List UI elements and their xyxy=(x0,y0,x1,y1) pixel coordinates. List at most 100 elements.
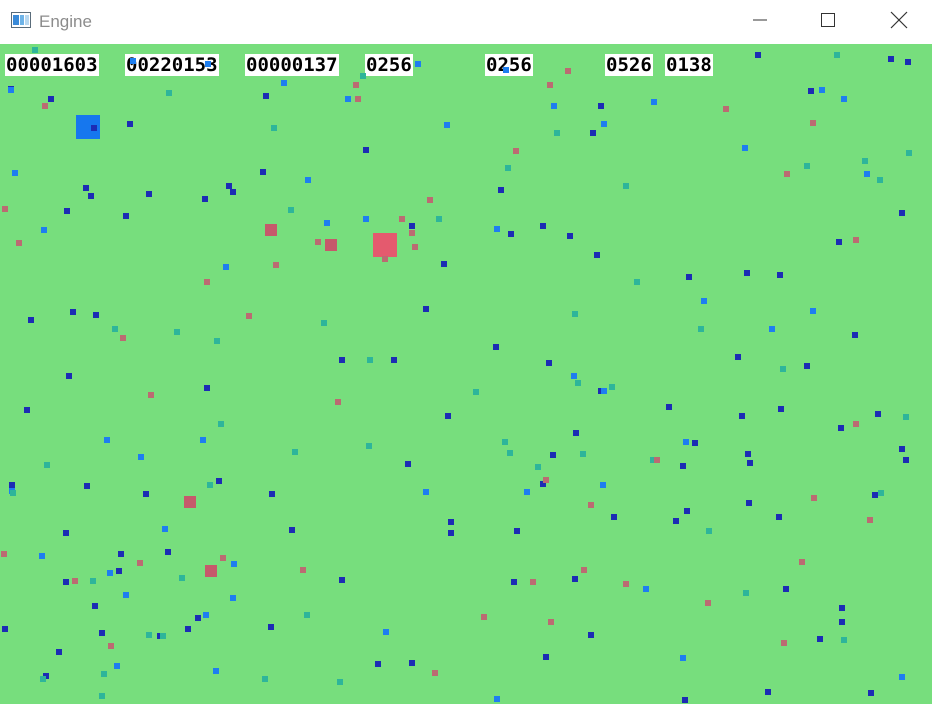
particle xyxy=(744,270,750,276)
particle xyxy=(862,158,868,164)
particle xyxy=(363,147,369,153)
particle xyxy=(588,502,594,508)
particle xyxy=(72,578,78,584)
particle xyxy=(101,671,107,677)
particle xyxy=(12,170,18,176)
particle xyxy=(10,490,16,496)
particle xyxy=(543,477,549,483)
particle xyxy=(888,56,894,62)
particle xyxy=(288,207,294,213)
particle xyxy=(502,439,508,445)
particle xyxy=(817,636,823,642)
particle xyxy=(680,655,686,661)
particle xyxy=(808,88,814,94)
particle xyxy=(200,437,206,443)
particle xyxy=(2,626,8,632)
particle xyxy=(742,145,748,151)
particle xyxy=(292,449,298,455)
particle xyxy=(735,354,741,360)
particle xyxy=(162,526,168,532)
hud-counter: 0256 xyxy=(485,54,533,76)
particle xyxy=(799,559,805,565)
particle xyxy=(99,693,105,699)
hud-counter: 00001603 xyxy=(5,54,99,76)
particle xyxy=(507,450,513,456)
particle xyxy=(575,380,581,386)
particle xyxy=(409,223,415,229)
particle xyxy=(548,619,554,625)
particle xyxy=(777,272,783,278)
particle xyxy=(207,482,213,488)
particle xyxy=(423,489,429,495)
particle xyxy=(84,483,90,489)
particle xyxy=(514,528,520,534)
particle xyxy=(864,171,870,177)
particle xyxy=(838,425,844,431)
particle xyxy=(138,454,144,460)
particle xyxy=(166,90,172,96)
particle xyxy=(684,508,690,514)
particle xyxy=(16,240,22,246)
maximize-icon xyxy=(820,12,836,33)
game-field[interactable]: 00001603 00220153 00000137 0256 0256 052… xyxy=(0,44,932,704)
particle xyxy=(839,619,845,625)
particle xyxy=(382,256,388,262)
particle xyxy=(572,311,578,317)
particle xyxy=(804,163,810,169)
particle xyxy=(481,614,487,620)
particle xyxy=(165,549,171,555)
particle xyxy=(246,313,252,319)
particle xyxy=(216,478,222,484)
particle xyxy=(391,357,397,363)
particle xyxy=(220,555,226,561)
particle xyxy=(91,125,97,131)
particle xyxy=(609,384,615,390)
particle xyxy=(701,298,707,304)
particle xyxy=(123,213,129,219)
particle xyxy=(543,654,549,660)
particle xyxy=(88,193,94,199)
minimize-button[interactable] xyxy=(725,0,795,44)
particle xyxy=(673,518,679,524)
enemy xyxy=(205,565,217,577)
particle xyxy=(540,223,546,229)
particle xyxy=(524,489,530,495)
particle xyxy=(780,366,786,372)
particle xyxy=(24,407,30,413)
maximize-button[interactable] xyxy=(793,0,863,44)
particle xyxy=(839,605,845,611)
particle xyxy=(588,632,594,638)
particle xyxy=(776,514,782,520)
particle xyxy=(423,306,429,312)
particle xyxy=(739,413,745,419)
hud-counter: 0138 xyxy=(665,54,713,76)
particle xyxy=(43,673,49,679)
particle xyxy=(547,82,553,88)
particle xyxy=(698,326,704,332)
particle xyxy=(445,413,451,419)
particle xyxy=(116,568,122,574)
particle xyxy=(64,208,70,214)
particle xyxy=(28,317,34,323)
particle xyxy=(680,463,686,469)
particle xyxy=(590,130,596,136)
particle xyxy=(903,457,909,463)
particle xyxy=(755,52,761,58)
particle xyxy=(304,612,310,618)
particle xyxy=(40,676,46,682)
particle xyxy=(903,414,909,420)
particle xyxy=(899,446,905,452)
particle xyxy=(160,633,166,639)
particle xyxy=(42,103,48,109)
particle xyxy=(83,185,89,191)
particle xyxy=(345,96,351,102)
particle xyxy=(339,577,345,583)
particle xyxy=(367,357,373,363)
particle xyxy=(44,462,50,468)
particle xyxy=(853,421,859,427)
particle xyxy=(705,600,711,606)
particle xyxy=(205,61,211,67)
particle xyxy=(494,226,500,232)
particle xyxy=(623,183,629,189)
close-button[interactable] xyxy=(864,0,932,44)
